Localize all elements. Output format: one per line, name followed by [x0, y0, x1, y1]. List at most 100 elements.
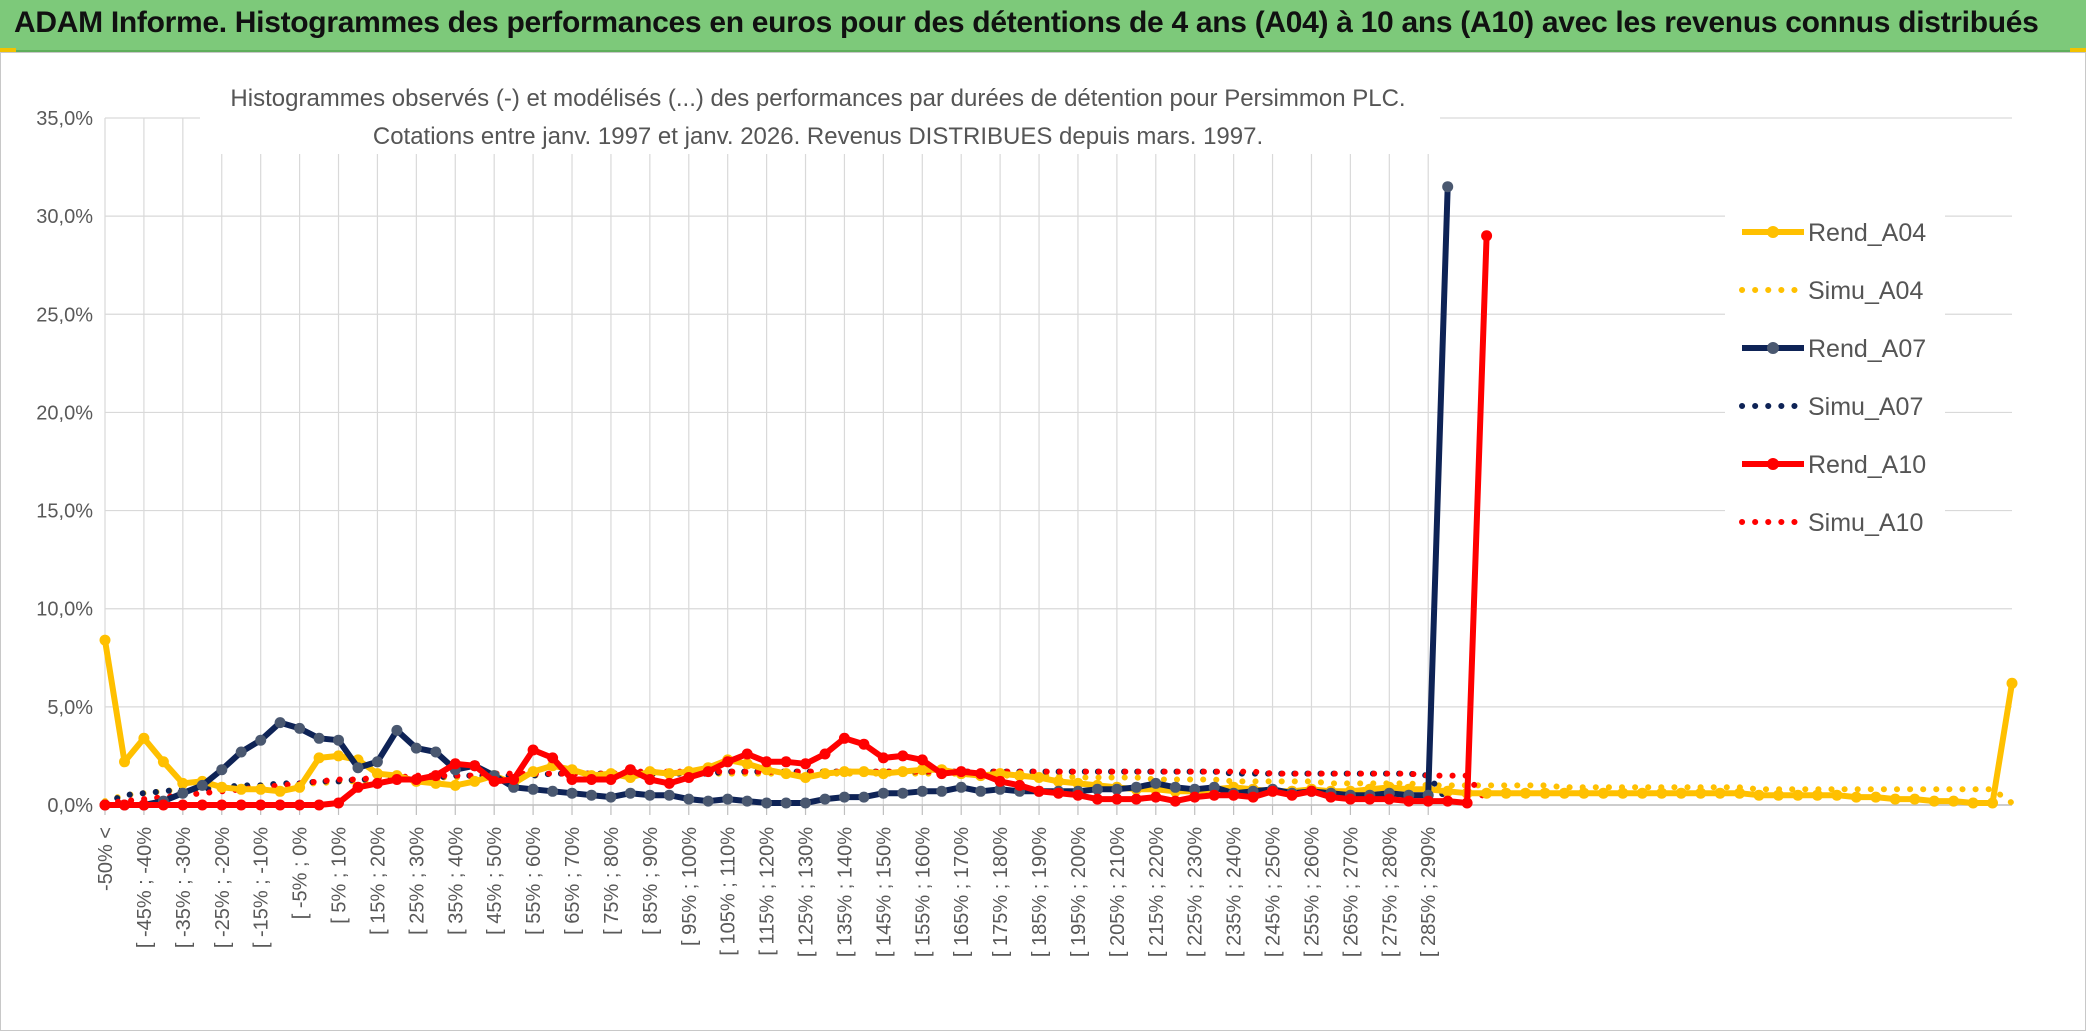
data-point-rend-a10	[235, 799, 247, 811]
data-point-rend-a07	[975, 785, 987, 797]
legend-label-rend-a10: Rend_A10	[1808, 451, 1926, 479]
data-point-rend-a04	[838, 766, 850, 778]
data-point-rend-a10	[1014, 779, 1026, 791]
data-point-rend-a10	[1344, 793, 1356, 805]
data-point-rend-a04	[1987, 797, 1998, 809]
data-point-rend-a04	[99, 634, 111, 646]
data-point-rend-a04	[1850, 791, 1862, 803]
x-tick-label: [ 205% ; 210%	[1107, 827, 1129, 957]
data-point-rend-a10	[819, 748, 831, 760]
x-tick-label: [ -35% ; -30%	[173, 827, 195, 948]
x-tick-label: [ -5% ; 0%	[290, 827, 312, 919]
report-header: ADAM Informe. Histogrammes des performan…	[0, 0, 2086, 52]
data-point-rend-a10	[1422, 795, 1434, 807]
data-point-rend-a07	[410, 742, 422, 754]
data-point-rend-a10	[274, 799, 286, 811]
data-point-rend-a07	[391, 724, 403, 736]
data-point-rend-a07	[722, 793, 734, 805]
data-point-rend-a07	[1091, 783, 1103, 795]
data-point-rend-a07	[216, 764, 228, 776]
data-point-rend-a07	[663, 789, 675, 801]
data-point-rend-a04	[157, 756, 169, 768]
data-point-rend-a04	[1558, 787, 1570, 799]
data-point-rend-a04	[1656, 787, 1668, 799]
y-tick-label: 20,0%	[36, 402, 93, 424]
data-point-rend-a04	[1675, 787, 1687, 799]
data-point-rend-a07	[955, 781, 967, 793]
data-point-rend-a10	[644, 774, 656, 785]
data-point-rend-a10	[1150, 791, 1162, 803]
data-point-rend-a10	[255, 799, 267, 811]
data-point-rend-a04	[1500, 787, 1512, 799]
gridlines	[104, 117, 2012, 806]
data-point-rend-a10	[683, 772, 695, 783]
data-point-rend-a04	[1928, 795, 1940, 807]
data-point-rend-a10	[177, 799, 189, 811]
y-tick-label: 30,0%	[36, 206, 93, 228]
data-point-rend-a10	[1247, 791, 1259, 803]
data-point-rend-a07	[800, 797, 811, 809]
x-tick-label: [ 255% ; 260%	[1301, 827, 1323, 957]
data-point-rend-a10	[800, 758, 811, 770]
series-line-rend-a07	[102, 183, 1451, 808]
data-point-rend-a04	[1442, 785, 1454, 797]
data-point-rend-a10	[352, 781, 364, 793]
data-point-rend-a10	[1130, 793, 1142, 805]
data-point-rend-a10	[838, 732, 850, 744]
data-point-rend-a10	[741, 748, 753, 760]
data-point-rend-a07	[196, 779, 208, 791]
data-point-rend-a10	[1325, 791, 1337, 803]
y-tick-label: 10,0%	[36, 599, 93, 621]
data-point-rend-a04	[119, 756, 130, 768]
data-point-rend-a04	[1773, 789, 1784, 801]
data-point-rend-a07	[936, 785, 948, 797]
data-point-rend-a10	[780, 756, 792, 768]
data-point-rend-a07	[235, 746, 247, 758]
y-tick-label: 5,0%	[47, 697, 93, 719]
x-tick-label: [ -25% ; -20%	[212, 827, 234, 948]
data-point-rend-a10	[371, 777, 383, 789]
x-tick-label: [ 35% ; 40%	[445, 827, 467, 935]
data-point-rend-a10	[1033, 785, 1045, 797]
x-tick-label: [ 275% ; 280%	[1379, 827, 1401, 957]
data-point-rend-a04	[800, 772, 811, 783]
data-point-rend-a10	[527, 744, 539, 756]
data-point-rend-a04	[1792, 789, 1804, 801]
data-point-rend-a10	[1364, 793, 1376, 805]
data-point-rend-a07	[741, 795, 753, 807]
x-tick-label: [ 185% ; 190%	[1029, 827, 1051, 957]
data-point-rend-a10	[586, 774, 597, 785]
data-point-rend-a10	[391, 774, 403, 785]
data-point-rend-a10	[975, 768, 987, 780]
y-tick-label: 25,0%	[36, 304, 93, 326]
data-point-rend-a10	[313, 799, 325, 811]
data-point-rend-a10	[605, 774, 617, 785]
data-point-rend-a04	[430, 777, 442, 789]
data-point-rend-a10	[1267, 785, 1279, 797]
data-point-rend-a04	[1072, 777, 1084, 789]
data-point-rend-a04	[255, 783, 267, 795]
data-point-rend-a07	[1150, 777, 1162, 789]
series-line-simu-a10	[102, 768, 1490, 806]
data-point-rend-a04	[1520, 787, 1531, 799]
data-point-rend-a04	[1909, 793, 1921, 805]
x-tick-label: [ 5% ; 10%	[329, 827, 351, 924]
data-point-rend-a07	[333, 734, 344, 746]
data-point-rend-a10	[702, 766, 714, 778]
legend-background	[1725, 200, 1945, 550]
data-point-rend-a07	[430, 746, 442, 758]
data-point-rend-a07	[1130, 781, 1142, 793]
x-tick-label: [ 245% ; 250%	[1263, 827, 1285, 957]
data-point-rend-a10	[936, 768, 948, 780]
data-point-rend-a10	[1286, 789, 1298, 801]
data-point-rend-a10	[430, 770, 442, 782]
data-point-rend-a07	[527, 783, 539, 795]
x-tick-label: [ 75% ; 80%	[601, 827, 623, 935]
data-point-rend-a04	[663, 768, 675, 780]
chart-title-line1: Histogrammes observés (-) et modélisés (…	[230, 85, 1405, 112]
x-tick-label: [ 55% ; 60%	[523, 827, 545, 935]
data-point-rend-a10	[1306, 785, 1317, 797]
data-point-rend-a07	[624, 787, 636, 799]
legend-marker-rend-a04	[1767, 226, 1779, 238]
data-point-rend-a10	[216, 799, 228, 811]
